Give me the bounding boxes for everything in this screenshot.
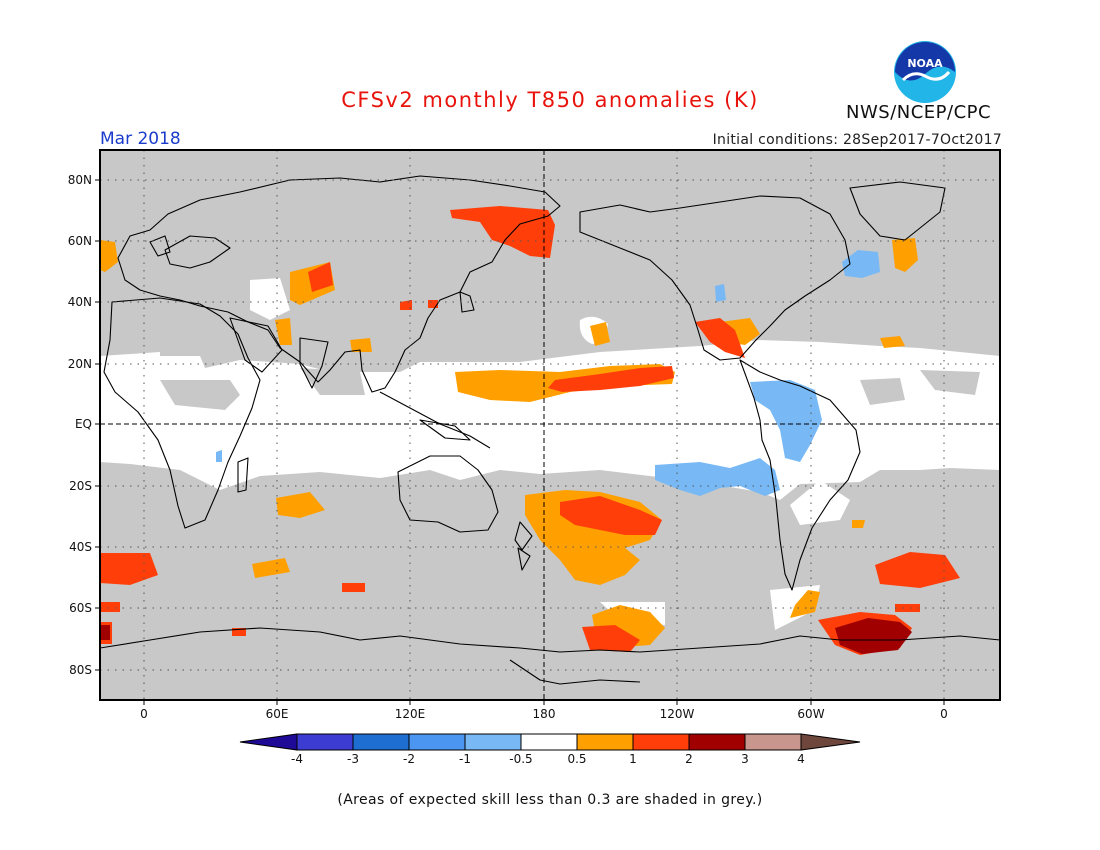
colorbar-label: -0.5 <box>509 752 532 766</box>
lat-label: 80S <box>69 663 92 677</box>
colorbar-label: -4 <box>291 752 303 766</box>
lon-label: 60W <box>797 707 824 721</box>
lon-label: 60E <box>266 707 289 721</box>
lat-lon-grid <box>100 150 1000 700</box>
lon-label: 180 <box>533 707 556 721</box>
negative-anomaly-regions <box>216 250 880 496</box>
colorbar-box <box>688 733 746 751</box>
lat-label: EQ <box>75 417 92 431</box>
colorbar-box <box>520 733 578 751</box>
colorbar-box <box>296 733 354 751</box>
lat-label: 40S <box>69 540 92 554</box>
map-frame <box>99 149 1001 701</box>
low-skill-islands <box>160 368 980 410</box>
lat-label: 60N <box>68 234 92 248</box>
organization-label: NWS/NCEP/CPC <box>846 102 992 123</box>
forecast-month: Mar 2018 <box>100 129 181 149</box>
lat-label: 20S <box>69 479 92 493</box>
colorbar-box <box>352 733 410 751</box>
colorbar-box <box>576 733 634 751</box>
lat-label: 60S <box>69 601 92 615</box>
colorbar-box <box>744 733 802 751</box>
lon-label: 0 <box>940 707 948 721</box>
initial-conditions: Initial conditions: 28Sep2017-7Oct2017 <box>712 132 1002 148</box>
colorbar-arrow-low <box>239 733 298 751</box>
axis-ticks <box>95 179 945 705</box>
colorbar-label: 3 <box>741 752 749 766</box>
page-title: CFSv2 monthly T850 anomalies (K) <box>341 88 759 112</box>
lat-label: 20N <box>68 357 92 371</box>
lon-label: 0 <box>140 707 148 721</box>
colorbar-label: -1 <box>459 752 471 766</box>
colorbar-box <box>632 733 690 751</box>
lon-label: 120E <box>395 707 426 721</box>
colorbar-label: -3 <box>347 752 359 766</box>
noaa-logo-text: NOAA <box>907 57 943 70</box>
lon-label: 120W <box>660 707 695 721</box>
coastlines <box>100 175 1000 685</box>
colorbar-label: 1 <box>629 752 637 766</box>
colorbar-label: 2 <box>685 752 693 766</box>
colorbar-label: 4 <box>797 752 805 766</box>
colorbar-label: -2 <box>403 752 415 766</box>
colorbar-label: 0.5 <box>567 752 586 766</box>
colorbar-box <box>464 733 522 751</box>
equator-dateline <box>100 150 1000 700</box>
lat-label: 40N <box>68 295 92 309</box>
skill-note: (Areas of expected skill less than 0.3 a… <box>337 792 763 808</box>
colorbar-arrow-high <box>800 733 861 751</box>
lat-label: 80N <box>68 173 92 187</box>
noaa-logo: NOAA <box>894 41 956 103</box>
positive-anomaly-darkred-regions <box>100 618 912 654</box>
colorbar-box <box>408 733 466 751</box>
